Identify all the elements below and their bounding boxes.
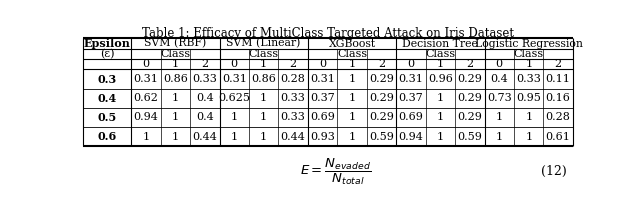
Text: 0: 0 xyxy=(408,59,415,69)
Text: 1: 1 xyxy=(496,112,503,122)
Text: SVM (RBF): SVM (RBF) xyxy=(144,38,207,49)
Text: 1: 1 xyxy=(437,112,444,122)
Text: 0.29: 0.29 xyxy=(369,74,394,84)
Text: 0.86: 0.86 xyxy=(163,74,188,84)
Text: XGBoost: XGBoost xyxy=(328,39,376,49)
Text: 0.33: 0.33 xyxy=(281,112,305,122)
Text: 1: 1 xyxy=(230,112,238,122)
Text: 1: 1 xyxy=(230,132,238,142)
Text: 0: 0 xyxy=(496,59,503,69)
Text: 0.94: 0.94 xyxy=(399,132,424,142)
Text: Logistic Regression: Logistic Regression xyxy=(475,39,582,49)
Text: Table 1: Efficacy of MultiClass Targeted Attack on Iris Dataset: Table 1: Efficacy of MultiClass Targeted… xyxy=(142,27,514,40)
Text: 0.29: 0.29 xyxy=(458,74,483,84)
Text: 2: 2 xyxy=(467,59,474,69)
Text: Class: Class xyxy=(248,49,279,59)
Text: 1: 1 xyxy=(260,112,268,122)
Text: Class: Class xyxy=(426,49,456,59)
Text: 0.61: 0.61 xyxy=(546,132,571,142)
Text: 0.44: 0.44 xyxy=(193,132,217,142)
Text: 0.31: 0.31 xyxy=(222,74,246,84)
Text: 0.59: 0.59 xyxy=(369,132,394,142)
Text: 1: 1 xyxy=(172,112,179,122)
Text: 1: 1 xyxy=(260,93,268,103)
Text: 1: 1 xyxy=(348,132,356,142)
Text: 0.6: 0.6 xyxy=(97,131,116,142)
Text: 1: 1 xyxy=(260,132,268,142)
Text: 0.5: 0.5 xyxy=(97,112,116,123)
Text: 1: 1 xyxy=(172,59,179,69)
Text: Class: Class xyxy=(514,49,544,59)
Text: 0.33: 0.33 xyxy=(516,74,541,84)
Text: 1: 1 xyxy=(525,132,532,142)
Text: 0.29: 0.29 xyxy=(369,112,394,122)
Text: 0.37: 0.37 xyxy=(310,93,335,103)
Text: 0.625: 0.625 xyxy=(218,93,250,103)
Text: 0.31: 0.31 xyxy=(399,74,424,84)
Text: 1: 1 xyxy=(348,74,356,84)
Text: 1: 1 xyxy=(437,132,444,142)
Text: 0.3: 0.3 xyxy=(97,74,116,85)
Text: 0.96: 0.96 xyxy=(428,74,453,84)
Text: 1: 1 xyxy=(437,59,444,69)
Text: 2: 2 xyxy=(555,59,562,69)
Text: 1: 1 xyxy=(172,93,179,103)
Text: 0.69: 0.69 xyxy=(310,112,335,122)
Text: 0.31: 0.31 xyxy=(310,74,335,84)
Text: 0.4: 0.4 xyxy=(490,74,508,84)
Text: 0.4: 0.4 xyxy=(196,93,214,103)
Text: 0.44: 0.44 xyxy=(281,132,305,142)
Text: 0.33: 0.33 xyxy=(281,93,305,103)
Text: 1: 1 xyxy=(172,132,179,142)
Text: 0.73: 0.73 xyxy=(487,93,511,103)
Text: $E = \dfrac{N_{evaded}}{N_{total}}$: $E = \dfrac{N_{evaded}}{N_{total}}$ xyxy=(300,156,371,187)
Text: 0.62: 0.62 xyxy=(133,93,158,103)
Text: 0.29: 0.29 xyxy=(458,112,483,122)
Text: 0.28: 0.28 xyxy=(281,74,305,84)
Text: 0.94: 0.94 xyxy=(133,112,158,122)
Text: Class: Class xyxy=(337,49,367,59)
Text: 0: 0 xyxy=(142,59,149,69)
Text: 1: 1 xyxy=(496,132,503,142)
Text: 1: 1 xyxy=(525,59,532,69)
Text: 0.11: 0.11 xyxy=(546,74,571,84)
Text: 1: 1 xyxy=(348,112,356,122)
Text: 2: 2 xyxy=(378,59,385,69)
Text: 0: 0 xyxy=(230,59,238,69)
Text: 0.69: 0.69 xyxy=(399,112,424,122)
Text: 0.33: 0.33 xyxy=(193,74,217,84)
Text: 0.29: 0.29 xyxy=(458,93,483,103)
Text: 0.59: 0.59 xyxy=(458,132,483,142)
Text: 2: 2 xyxy=(201,59,209,69)
Text: 1: 1 xyxy=(260,59,268,69)
Text: 0.4: 0.4 xyxy=(97,93,116,104)
Text: 0.37: 0.37 xyxy=(399,93,423,103)
Text: (12): (12) xyxy=(541,165,566,178)
Text: Decision Tree: Decision Tree xyxy=(403,39,478,49)
Text: 1: 1 xyxy=(437,93,444,103)
Text: 0.95: 0.95 xyxy=(516,93,541,103)
Text: 2: 2 xyxy=(289,59,297,69)
Text: Class: Class xyxy=(160,49,190,59)
Text: 1: 1 xyxy=(348,59,356,69)
Text: 1: 1 xyxy=(142,132,149,142)
Text: 0.16: 0.16 xyxy=(546,93,571,103)
Text: 0.28: 0.28 xyxy=(546,112,571,122)
Text: 0: 0 xyxy=(319,59,326,69)
Text: 0.86: 0.86 xyxy=(252,74,276,84)
Text: 0.93: 0.93 xyxy=(310,132,335,142)
Text: (ε): (ε) xyxy=(100,49,115,59)
Text: 0.4: 0.4 xyxy=(196,112,214,122)
Text: SVM (Linear): SVM (Linear) xyxy=(227,38,301,49)
Text: 1: 1 xyxy=(348,93,356,103)
Text: 0.31: 0.31 xyxy=(133,74,158,84)
Text: Epsilon: Epsilon xyxy=(84,38,131,49)
Text: 1: 1 xyxy=(525,112,532,122)
Text: 0.29: 0.29 xyxy=(369,93,394,103)
